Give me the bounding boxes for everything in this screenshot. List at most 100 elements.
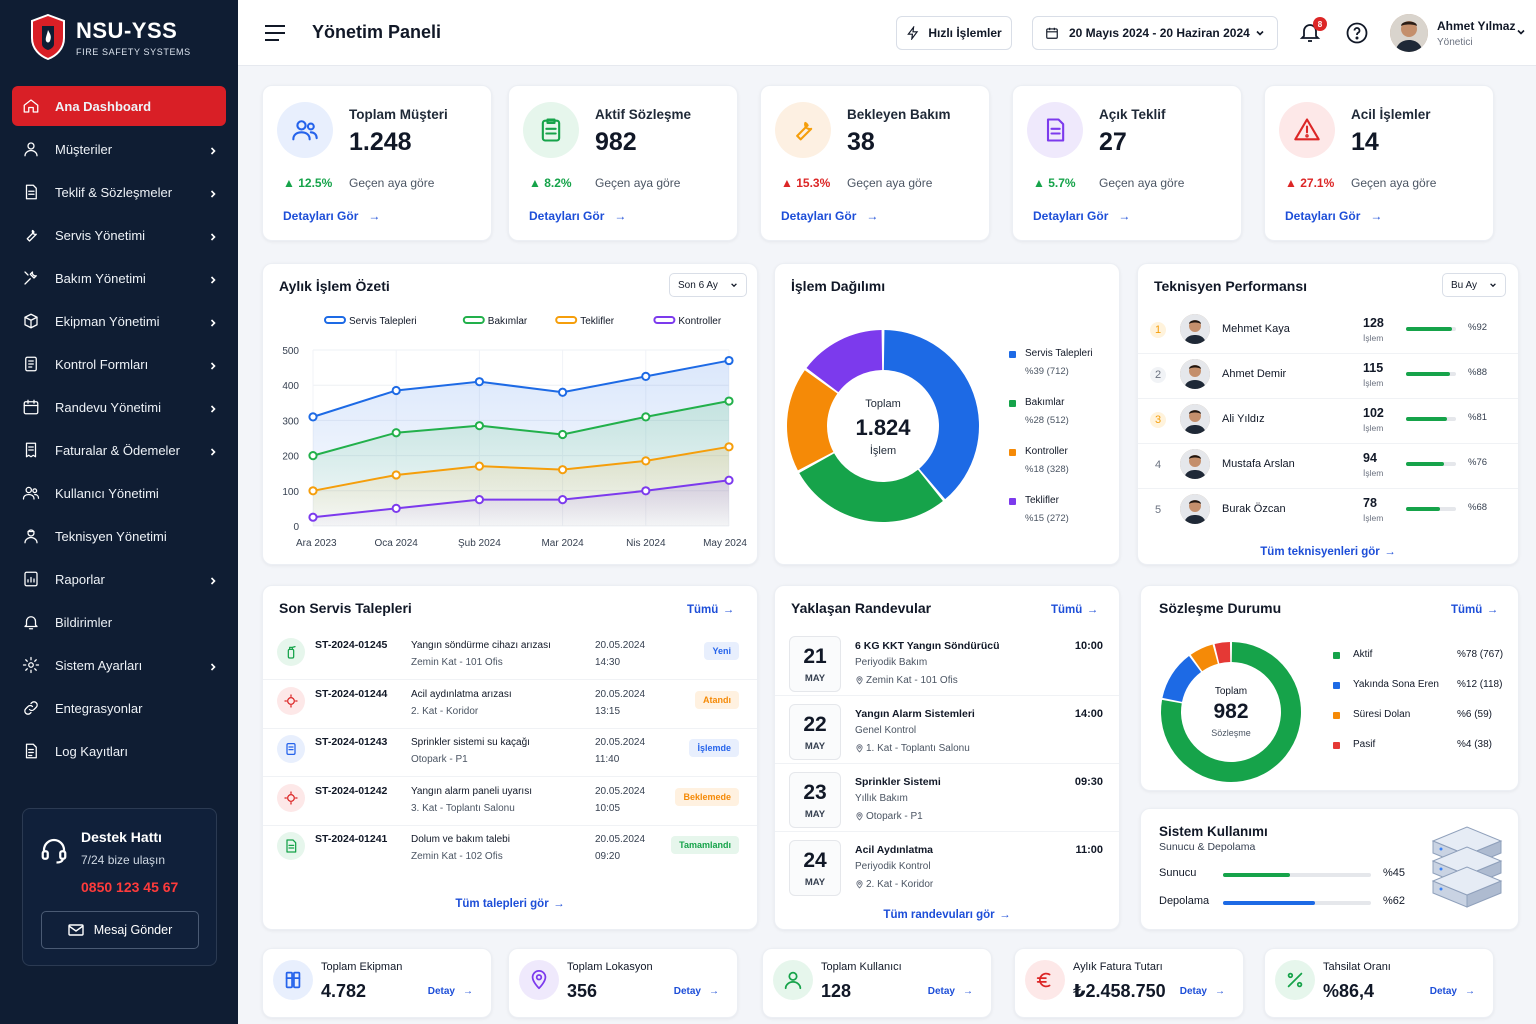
rank-badge: 5	[1154, 504, 1162, 516]
footer-stat-link[interactable]: Detay →	[928, 986, 973, 997]
technician-count-unit: İşlem	[1363, 378, 1384, 388]
legend-item: Kontroller	[653, 316, 722, 327]
sidebar-item-9[interactable]: Kullanıcı Yönetimi	[12, 473, 226, 513]
technician-filter-dropdown[interactable]: Bu Ay	[1442, 273, 1506, 297]
stat-title: Acil İşlemler	[1351, 107, 1431, 122]
requests-all-link[interactable]: Tümü →	[687, 600, 734, 618]
sidebar-item-label: Bildirimler	[55, 614, 113, 630]
stat-details-link[interactable]: Detayları Gör →	[781, 209, 878, 223]
stat-link-label: Detayları Gör	[283, 209, 359, 223]
data-point	[641, 371, 651, 382]
stat-details-link[interactable]: Detayları Gör →	[283, 209, 380, 223]
legend-label: Bakımlar	[1025, 397, 1065, 408]
footer-stat-link[interactable]: Detay →	[428, 986, 473, 997]
chevron-down-icon	[1256, 30, 1264, 36]
appointments-all-link[interactable]: Tümü →	[1051, 600, 1098, 618]
request-row[interactable]: ST-2024-01245 Yangın söndürme cihazı arız…	[263, 634, 757, 680]
stat-note: Geçen aya göre	[349, 176, 435, 190]
monthly-filter-dropdown[interactable]: Son 6 Ay	[669, 273, 747, 297]
sidebar-item-label: Bakım Yönetimi	[55, 270, 146, 286]
series-line	[312, 400, 730, 457]
technician-icon	[22, 527, 40, 545]
date-range-picker[interactable]: 20 Mayıs 2024 - 20 Haziran 2024	[1032, 16, 1278, 50]
request-row[interactable]: ST-2024-01243 Sprinkler sistemi su kaçağı…	[263, 731, 757, 777]
sidebar-item-1[interactable]: Müşteriler	[12, 129, 226, 169]
home-icon	[22, 97, 40, 115]
sidebar-item-11[interactable]: Raporlar	[12, 559, 226, 599]
brand-logo[interactable]: NSU-YSS FIRE SAFETY SYSTEMS	[30, 14, 191, 60]
technician-row[interactable]: 4 Mustafa Arslan 94 İşlem %76	[1138, 449, 1518, 489]
performance-bar-fill	[1406, 417, 1447, 421]
sidebar-item-0[interactable]: Ana Dashboard	[12, 86, 226, 126]
sidebar-item-label: Ekipman Yönetimi	[55, 313, 160, 329]
stat-title: Açık Teklif	[1099, 107, 1166, 122]
sidebar-item-14[interactable]: Entegrasyonlar	[12, 688, 226, 728]
quick-actions-button[interactable]: Hızlı İşlemler	[896, 16, 1012, 50]
wrench-icon	[22, 226, 40, 244]
contracts-center-label: Toplam	[1214, 686, 1248, 697]
stat-details-link[interactable]: Detayları Gör →	[1033, 209, 1130, 223]
appointment-row[interactable]: 21 MAY 6 KG KKT Yangın Söndürücü Periyodik …	[775, 632, 1119, 696]
contracts-all-link[interactable]: Tümü →	[1451, 600, 1498, 618]
data-point	[558, 429, 568, 440]
sidebar-item-13[interactable]: Sistem Ayarları	[12, 645, 226, 685]
chevron-right-icon	[208, 660, 218, 671]
request-time: 09:20	[595, 851, 621, 862]
sidebar-item-5[interactable]: Ekipman Yönetimi	[12, 301, 226, 341]
technician-row[interactable]: 5 Burak Özcan 78 İşlem %68	[1138, 494, 1518, 534]
sidebar-item-label: Teknisyen Yönetimi	[55, 528, 167, 544]
x-tick-label: Şub 2024	[458, 538, 501, 549]
request-row[interactable]: ST-2024-01244 Acil aydınlatma arızası 2. K…	[263, 683, 757, 729]
technician-count: 115	[1363, 361, 1384, 375]
footer-stat-link[interactable]: Detay →	[674, 986, 719, 997]
appointment-row[interactable]: 23 MAY Sprinkler Sistemi Yıllık Bakım Otopar…	[775, 768, 1119, 832]
donut-slice	[1214, 642, 1231, 664]
sidebar-item-7[interactable]: Randevu Yönetimi	[12, 387, 226, 427]
all-technicians-link[interactable]: Tüm teknisyenleri gör →	[1138, 542, 1518, 560]
appointment-row[interactable]: 22 MAY Yangın Alarm Sistemleri Genel Kontro…	[775, 700, 1119, 764]
request-row[interactable]: ST-2024-01241 Dolum ve bakım talebi Zemin …	[263, 828, 757, 874]
sidebar-item-12[interactable]: Bildirimler	[12, 602, 226, 642]
request-description: Acil aydınlatma arızası	[411, 688, 512, 700]
appointment-row[interactable]: 24 MAY Acil Aydınlatma Periyodik Kontrol 2. …	[775, 836, 1119, 900]
menu-icon[interactable]	[264, 24, 286, 42]
technician-row[interactable]: 3 Ali Yıldız 102 İşlem %81	[1138, 404, 1518, 444]
technician-count: 128	[1363, 316, 1384, 330]
stat-details-link[interactable]: Detayları Gör →	[1285, 209, 1382, 223]
all-requests-link[interactable]: Tüm talepleri gör →	[263, 894, 757, 912]
technician-row[interactable]: 1 Mehmet Kaya 128 İşlem %92	[1138, 314, 1518, 354]
appointment-location-text: Otopark - P1	[866, 811, 923, 822]
send-message-label: Mesaj Gönder	[93, 923, 173, 937]
legend-swatch	[1333, 742, 1340, 749]
sidebar-item-4[interactable]: Bakım Yönetimi	[12, 258, 226, 298]
sidebar-item-8[interactable]: Faturalar & Ödemeler	[12, 430, 226, 470]
request-row[interactable]: ST-2024-01242 Yangın alarm paneli uyarısı…	[263, 780, 757, 826]
help-icon[interactable]	[1345, 21, 1369, 45]
technician-row[interactable]: 2 Ahmet Demir 115 İşlem %88	[1138, 359, 1518, 399]
data-point	[641, 412, 651, 422]
footer-stat-link[interactable]: Detay →	[1430, 986, 1475, 997]
sidebar-item-label: Sistem Ayarları	[55, 657, 143, 673]
appointment-month: MAY	[804, 877, 826, 888]
legend-swatch	[1333, 652, 1340, 659]
sidebar-item-6[interactable]: Kontrol Formları	[12, 344, 226, 384]
all-appointments-link[interactable]: Tüm randevuları gör →	[775, 905, 1119, 923]
footer-stat-card: Aylık Fatura Tutarı ₺2.458.750 Detay →	[1014, 948, 1244, 1018]
sidebar-item-3[interactable]: Servis Yönetimi	[12, 215, 226, 255]
notifications-button[interactable]: 8	[1298, 17, 1327, 46]
user-menu[interactable]: Ahmet Yılmaz Yönetici	[1390, 14, 1530, 54]
sidebar-item-15[interactable]: Log Kayıtları	[12, 731, 226, 771]
footer-stat-link[interactable]: Detay →	[1180, 986, 1225, 997]
sidebar-item-10[interactable]: Teknisyen Yönetimi	[12, 516, 226, 556]
donut-slice	[1162, 655, 1202, 702]
distribution-card: İşlem Dağılımı Toplam 1.824 İşlem Servis…	[774, 263, 1120, 565]
appointment-day: 23	[803, 781, 827, 804]
legend-label: Yakında Sona Eren	[1353, 679, 1439, 690]
users-icon	[277, 102, 333, 158]
send-message-button[interactable]: Mesaj Gönder	[41, 911, 199, 949]
donut-slice	[883, 330, 979, 500]
sidebar-item-label: Kullanıcı Yönetimi	[55, 485, 159, 501]
stat-details-link[interactable]: Detayları Gör →	[529, 209, 626, 223]
support-phone[interactable]: 0850 123 45 67	[81, 879, 179, 895]
sidebar-item-2[interactable]: Teklif & Sözleşmeler	[12, 172, 226, 212]
